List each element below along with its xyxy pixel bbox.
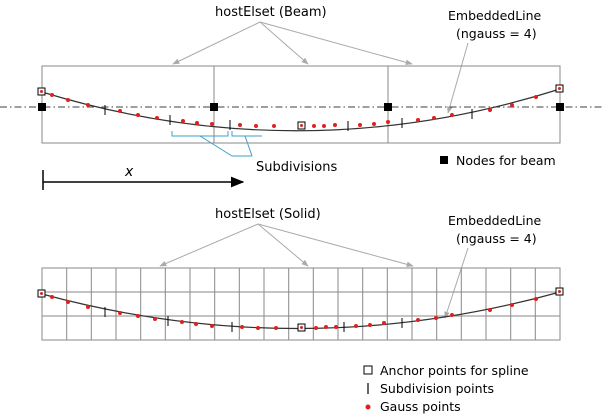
subdivision-legend-label: Subdivision points [380, 381, 494, 396]
beam-subdivision-points [104, 105, 473, 131]
subdivisions-label: Subdivisions [256, 160, 337, 175]
solid-gauss-points [50, 295, 538, 330]
beam-panel-title: hostElset (Beam) [215, 5, 327, 20]
solid-embedded-leader [444, 247, 469, 319]
subdivisions-bracket [171, 131, 262, 157]
solid-embedded-label: EmbeddedLine [448, 213, 542, 228]
solid-title-leaders [159, 223, 414, 268]
beam-embedded-leader [447, 42, 469, 114]
nodes-legend-label: Nodes for beam [456, 153, 556, 168]
diagram-legend: Anchor points for spline Subdivision poi… [363, 363, 529, 414]
solid-embedded-spline [41, 291, 561, 330]
beam-node [384, 103, 392, 111]
beam-element-box [41, 65, 561, 144]
solid-panel-title: hostElset (Solid) [215, 207, 321, 222]
beam-node [210, 103, 218, 111]
x-axis-label: x [124, 164, 134, 180]
gauss-legend-icon [365, 404, 371, 410]
beam-node [556, 103, 564, 111]
anchor-legend-label: Anchor points for spline [380, 363, 529, 378]
solid-ngauss-label: (ngauss = 4) [456, 231, 537, 246]
beam-embedded-spline [41, 88, 561, 132]
beam-ngauss-label: (ngauss = 4) [456, 26, 537, 41]
solid-panel: hostElset (Solid) EmbeddedLine (ngauss =… [37, 207, 564, 341]
solid-subdivision-points [104, 307, 403, 332]
solid-mesh-grid [41, 267, 561, 341]
beam-gauss-points [50, 93, 538, 128]
gauss-legend-label: Gauss points [380, 399, 461, 414]
beam-title-leaders [172, 21, 413, 66]
beam-panel: hostElset (Beam) EmbeddedLine (ngauss = … [0, 5, 602, 190]
beam-node [38, 103, 46, 111]
beam-embedded-label: EmbeddedLine [448, 8, 542, 23]
anchor-legend-icon [363, 365, 373, 375]
nodes-legend-swatch [440, 156, 448, 164]
